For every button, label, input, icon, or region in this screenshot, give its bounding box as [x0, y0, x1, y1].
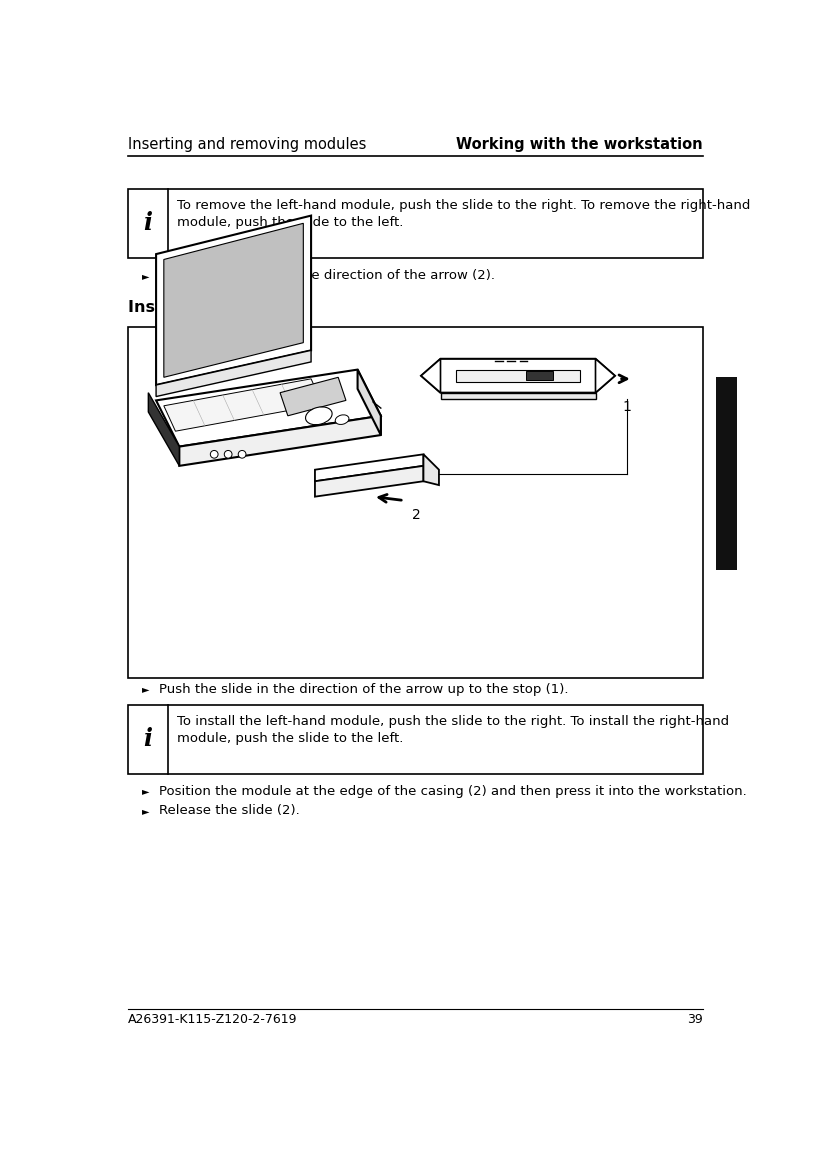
- Text: i: i: [143, 211, 152, 236]
- Polygon shape: [148, 393, 179, 465]
- Polygon shape: [421, 359, 441, 393]
- Text: To remove the left-hand module, push the slide to the right. To remove the right: To remove the left-hand module, push the…: [177, 200, 751, 230]
- Bar: [526, 371, 553, 380]
- Polygon shape: [164, 379, 323, 431]
- Polygon shape: [315, 465, 423, 497]
- Bar: [127, 327, 703, 678]
- Polygon shape: [423, 454, 439, 485]
- Polygon shape: [156, 350, 311, 396]
- Text: Position the module at the edge of the casing (2) and then press it into the wor: Position the module at the edge of the c…: [159, 785, 747, 798]
- Polygon shape: [164, 223, 304, 378]
- Text: 39: 39: [687, 1013, 703, 1027]
- Ellipse shape: [305, 407, 332, 425]
- Circle shape: [224, 450, 232, 459]
- Bar: [127, 705, 703, 774]
- Polygon shape: [421, 359, 615, 393]
- Bar: [456, 370, 580, 382]
- Text: 1: 1: [622, 401, 631, 415]
- Ellipse shape: [335, 415, 349, 424]
- Text: Remove the module the direction of the arrow (2).: Remove the module the direction of the a…: [159, 269, 495, 282]
- Polygon shape: [280, 378, 346, 416]
- Polygon shape: [595, 359, 615, 393]
- Text: Working with the workstation: Working with the workstation: [456, 136, 703, 151]
- Circle shape: [210, 450, 218, 459]
- Text: Release the slide (2).: Release the slide (2).: [159, 804, 299, 818]
- Polygon shape: [156, 216, 311, 385]
- Text: 2: 2: [412, 508, 421, 522]
- Text: ►: ►: [141, 270, 149, 281]
- Bar: [127, 188, 703, 258]
- Bar: [715, 378, 737, 569]
- Text: ►: ►: [141, 787, 149, 797]
- Text: i: i: [143, 728, 152, 751]
- Polygon shape: [315, 454, 423, 482]
- Text: Inserting and removing modules: Inserting and removing modules: [127, 136, 366, 151]
- Text: A26391-K115-Z120-2-7619: A26391-K115-Z120-2-7619: [127, 1013, 297, 1027]
- Text: To install the left-hand module, push the slide to the right. To install the rig: To install the left-hand module, push th…: [177, 715, 729, 745]
- Text: ►: ►: [141, 806, 149, 815]
- Text: Push the slide in the direction of the arrow up to the stop (1).: Push the slide in the direction of the a…: [159, 683, 568, 695]
- Text: Installing modules: Installing modules: [127, 300, 294, 315]
- Polygon shape: [441, 393, 595, 398]
- Polygon shape: [156, 370, 380, 447]
- Text: ►: ►: [141, 684, 149, 694]
- Polygon shape: [357, 370, 380, 435]
- Polygon shape: [179, 416, 380, 465]
- Circle shape: [238, 450, 246, 459]
